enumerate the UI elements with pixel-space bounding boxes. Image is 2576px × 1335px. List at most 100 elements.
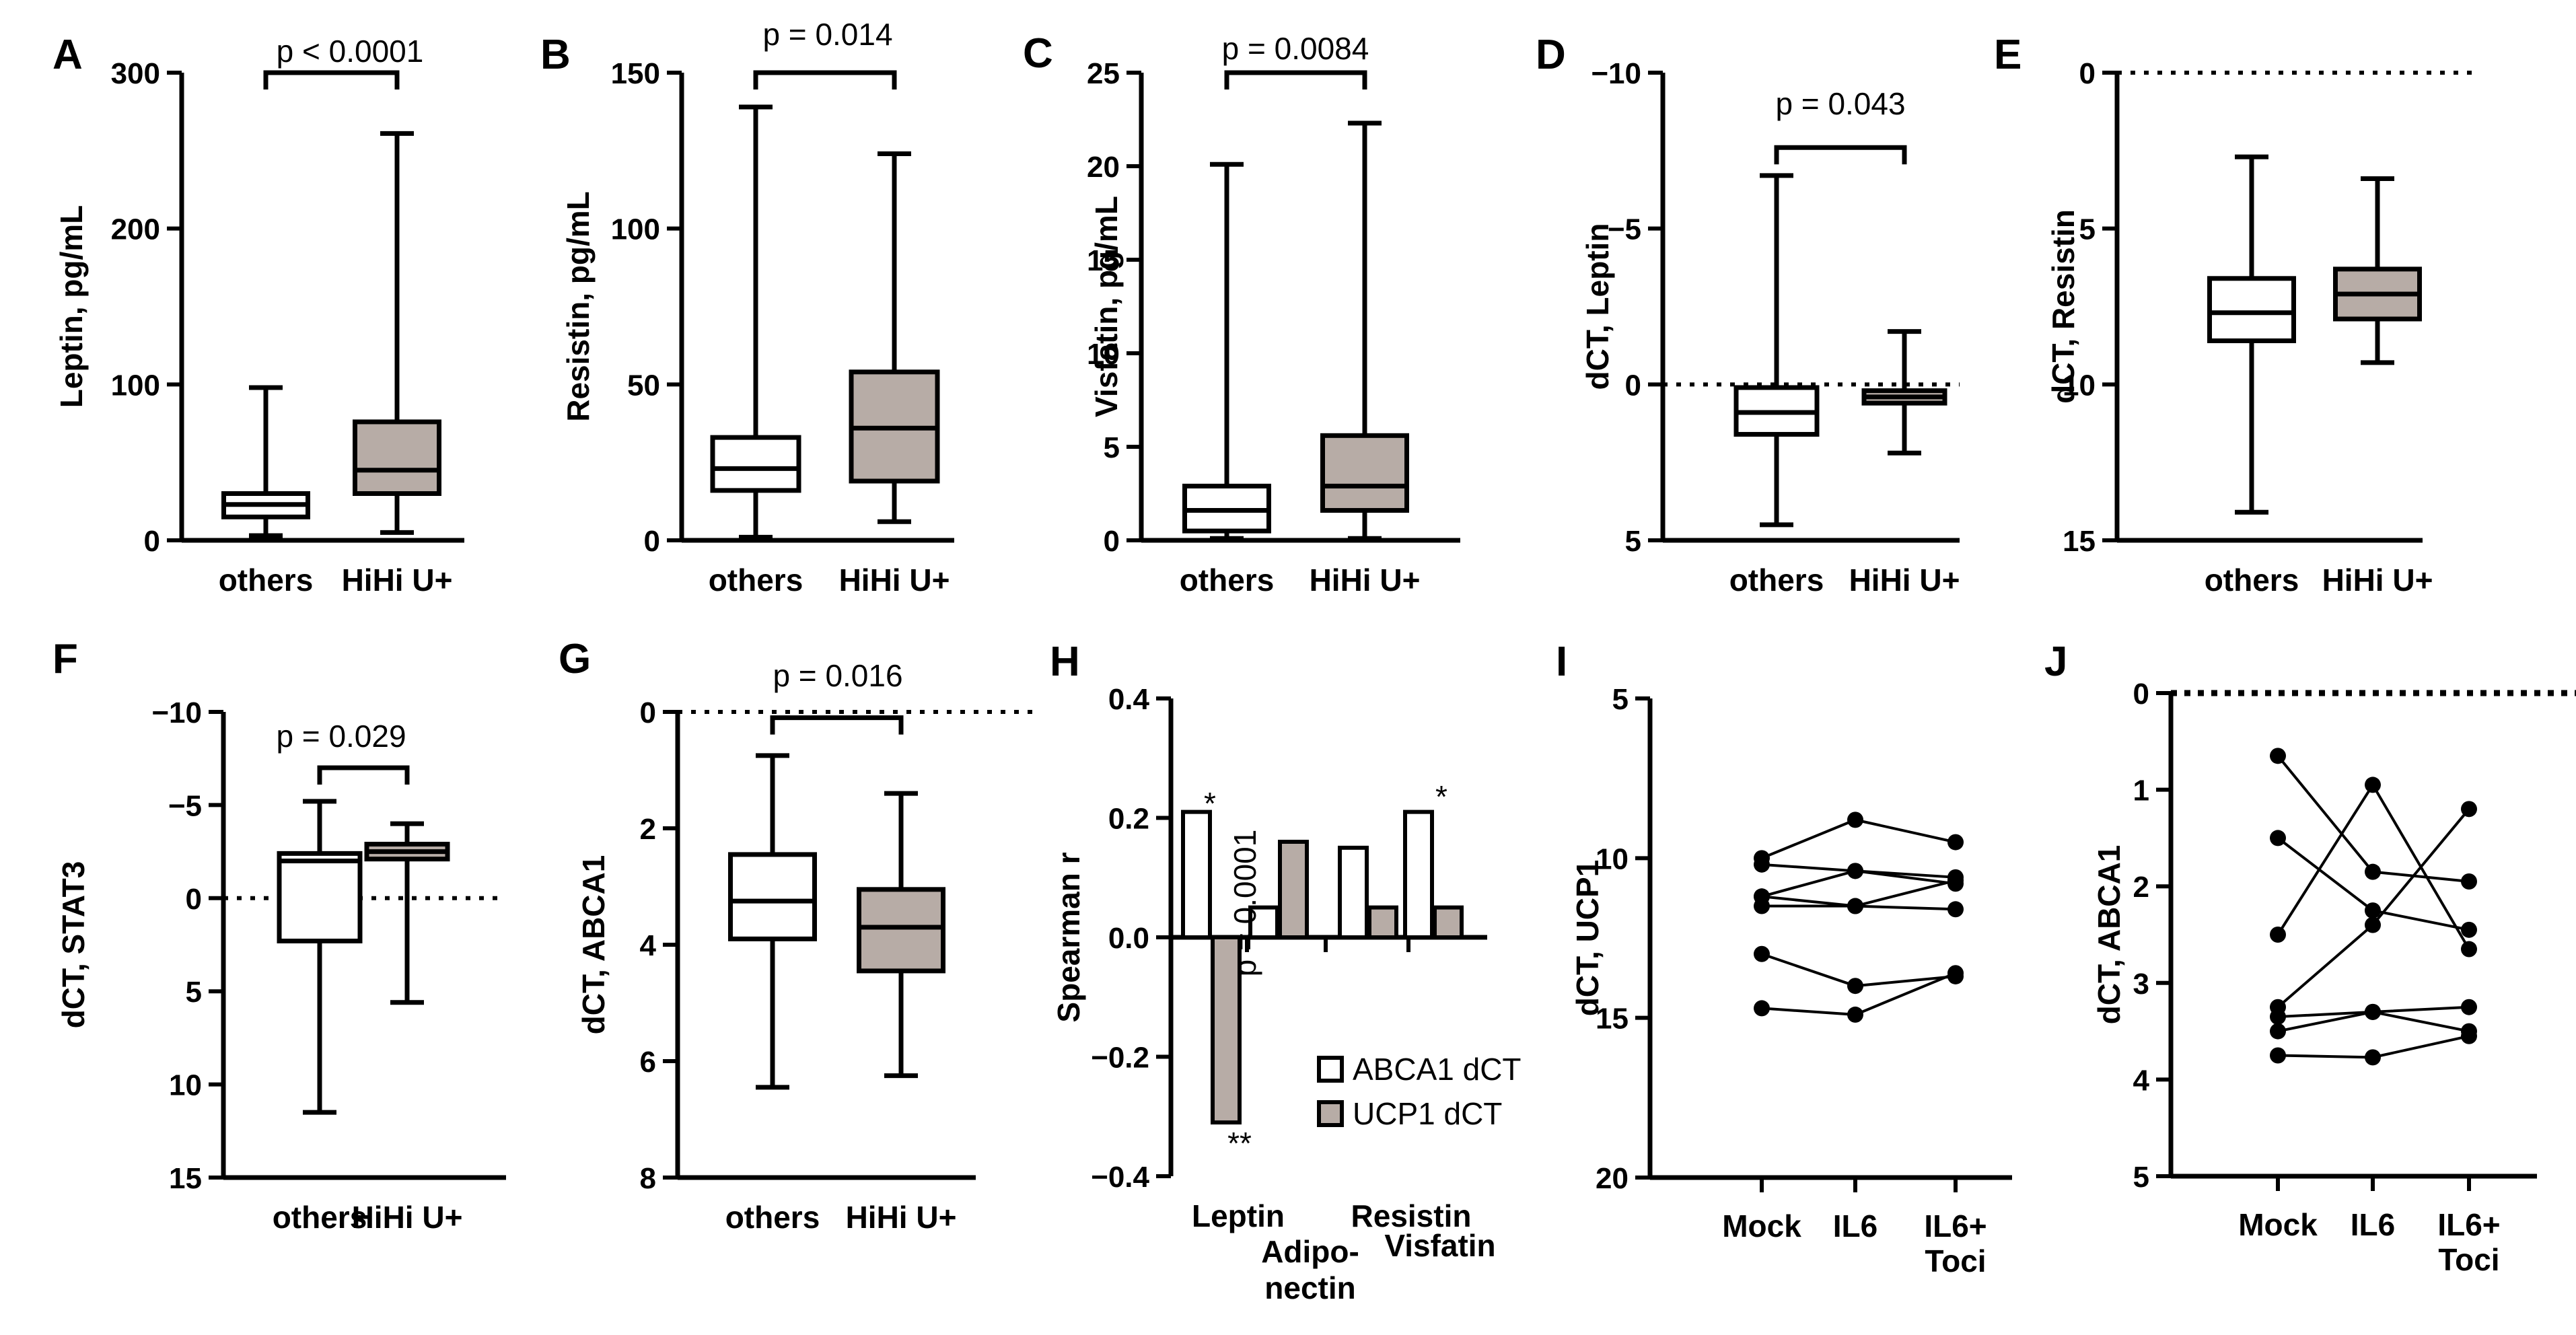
y-tick-label: 5: [186, 976, 202, 1009]
panel-label-f: F: [52, 636, 78, 682]
legend-swatch: [1317, 1100, 1344, 1127]
box-hihi-u-plus: [1861, 329, 1947, 456]
p-value-annotation: p = 0.043: [1775, 86, 1905, 121]
x-category-label: Mock: [2238, 1207, 2318, 1242]
series-line: [2270, 777, 2477, 958]
series-line: [2270, 1027, 2477, 1066]
data-point: [2461, 873, 2477, 890]
panel-h: H −0.4 −0.2 0.0 0.2 0.4 Spearman r LeptinAdipo-…: [1050, 639, 1522, 1305]
data-point: [1754, 945, 1770, 962]
data-point: [1754, 856, 1770, 873]
x-category-label: others: [709, 563, 803, 598]
y-tick-label: 10: [1596, 842, 1629, 875]
x-category-label: IL6: [2351, 1207, 2395, 1242]
y-tick-label: 2: [640, 813, 656, 846]
y-tick-label: −5: [168, 789, 202, 822]
box-iqr: [1320, 433, 1409, 513]
legend-entry: ABCA1 dCT: [1353, 1052, 1522, 1087]
data-point: [2365, 863, 2381, 880]
y-tick-label: 15: [169, 1162, 202, 1195]
significance-star: *: [1435, 779, 1447, 814]
series-line: [2270, 830, 2477, 938]
data-point: [2461, 921, 2477, 938]
significance-star: *: [1204, 786, 1216, 821]
bar-abca1: [1403, 809, 1434, 939]
panel-label-i: I: [1556, 639, 1567, 685]
p-value-annotation: p = 0.016: [773, 658, 902, 693]
panel-label-d: D: [1536, 32, 1566, 78]
data-point: [1754, 888, 1770, 905]
data-point: [2365, 916, 2381, 933]
y-axis-label: Spearman r: [1051, 852, 1086, 1022]
data-point: [2365, 777, 2381, 793]
y-axis-label: Visfatin, pg/mL: [1089, 196, 1124, 417]
x-category-label: others: [1729, 563, 1824, 598]
series-line: [1754, 888, 1964, 918]
panel-label-a: A: [52, 32, 83, 78]
y-tick-label: 5: [1104, 431, 1120, 464]
x-category-label: Resistin: [1351, 1198, 1472, 1233]
box-iqr: [710, 435, 801, 493]
y-tick-label: 0: [144, 525, 160, 558]
box-others: [1182, 161, 1271, 541]
x-category-label: Toci: [1925, 1243, 1986, 1278]
y-tick-label: −0.2: [1091, 1042, 1149, 1075]
p-value-annotation: p < 0.0001: [277, 34, 424, 69]
y-axis-label: dCT, UCP1: [1570, 860, 1605, 1017]
p-value-annotation: p = 0.0084: [1222, 31, 1369, 66]
y-tick-label: −10: [1591, 57, 1641, 90]
y-tick-label: 5: [1612, 683, 1629, 716]
box-iqr: [857, 887, 945, 974]
data-point: [1947, 872, 1964, 889]
bar-ucp1: [1433, 905, 1464, 939]
x-category-label: others: [725, 1200, 820, 1235]
y-tick-label: 300: [111, 57, 160, 90]
y-tick-label: 25: [1087, 57, 1120, 90]
y-axis-label: Resistin, pg/mL: [561, 191, 596, 421]
data-point: [1847, 863, 1863, 879]
p-value-annotation: p = 0.0001: [1227, 830, 1262, 977]
y-axis-label: Leptin, pg/mL: [54, 205, 89, 408]
box-iqr: [277, 851, 363, 943]
x-category-label: IL6+: [1924, 1208, 1987, 1243]
x-category-label: IL6: [1833, 1208, 1877, 1243]
box-others: [728, 753, 817, 1090]
series-line: [1754, 811, 1964, 867]
data-point: [2365, 902, 2381, 919]
x-category-label: HiHi U+: [1849, 563, 1960, 598]
x-category-label: nectin: [1264, 1270, 1355, 1305]
x-category-label: HiHi U+: [2322, 563, 2433, 598]
y-tick-label: 10: [169, 1069, 202, 1102]
legend: ABCA1 dCT UCP1 dCT: [1317, 1052, 1522, 1131]
data-point: [2461, 801, 2477, 818]
y-tick-label: 100: [611, 213, 660, 246]
y-tick-label: 150: [611, 57, 660, 90]
y-tick-label: 2: [2133, 871, 2149, 904]
panel-d: D −10 −5 0 5 dCT, Leptin others HiHi U+ p = 0.04…: [1536, 32, 1960, 598]
box-iqr: [353, 419, 441, 497]
y-tick-label: 1: [2133, 774, 2149, 807]
p-value-annotation: p = 0.014: [762, 17, 892, 52]
y-tick-label: 15: [2063, 525, 2096, 558]
x-category-label: Visfatin: [1384, 1228, 1495, 1263]
y-tick-label: −10: [151, 696, 202, 729]
bar-ucp1: [1278, 840, 1309, 939]
y-tick-label: 3: [2133, 968, 2149, 1001]
y-axis-label: dCT, STAT3: [56, 861, 91, 1029]
bar-ucp1: [1211, 935, 1242, 1125]
significance-bracket: [770, 715, 904, 735]
x-category-label: HiHi U+: [839, 563, 950, 598]
x-category-label: others: [219, 563, 314, 598]
panel-label-j: J: [2044, 639, 2067, 685]
y-tick-label: 0: [644, 525, 660, 558]
y-tick-label: 15: [1596, 1003, 1629, 1036]
x-category-label: IL6+: [2437, 1207, 2500, 1242]
series-line: [1754, 965, 1964, 1023]
y-tick-label: −0.4: [1091, 1161, 1149, 1194]
panel-g: G 0 2 4 6 8 dCT, ABCA1 others HiHi U+ p = 0.016: [559, 636, 1033, 1235]
box-hihi-u-plus: [353, 131, 441, 535]
x-category-label: others: [273, 1200, 367, 1235]
box-others: [710, 104, 801, 540]
